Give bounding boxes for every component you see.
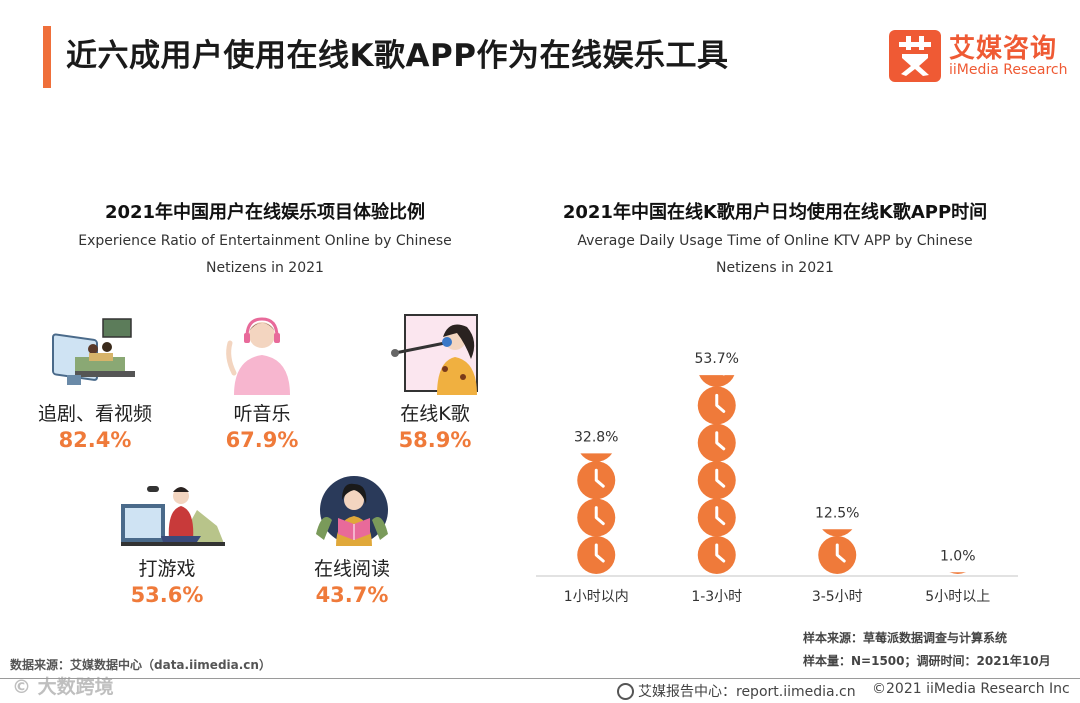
item-karaoke: 在线K歌 58.9% (370, 313, 500, 452)
headphones-person-icon (212, 313, 312, 395)
left-panel-title: 2021年中国用户在线娱乐项目体验比例 (104, 202, 426, 223)
gamer-icon (117, 470, 225, 550)
left-panel-subtitle-2: Netizens in 2021 (206, 260, 324, 276)
chart-bar-0 (577, 453, 616, 574)
logo-text-cn: 艾媒咨询 (949, 34, 1058, 64)
item-label: 在线K歌 (400, 403, 470, 425)
chart-bar-2 (818, 529, 857, 574)
item-label: 追剧、看视频 (37, 403, 152, 425)
logo-mark-icon (889, 30, 941, 82)
clock-icon (818, 536, 857, 574)
footer-copyright: ©2021 iiMedia Research Inc (872, 681, 1070, 697)
category-label-2: 3-5小时 (812, 589, 863, 605)
clock-icon (577, 498, 616, 537)
item-percent: 53.6% (130, 583, 204, 607)
item-percent: 58.9% (398, 428, 472, 452)
item-percent: 43.7% (315, 583, 389, 607)
data-source: 数据来源：艾媒数据中心（data.iimedia.cn） (10, 658, 271, 672)
left-panel-subtitle-1: Experience Ratio of Entertainment Online… (78, 233, 452, 249)
tv-watching-icon (45, 313, 145, 395)
page-title: 近六成用户使用在线K歌APP作为在线娱乐工具 (66, 38, 729, 74)
item-gaming: 打游戏 53.6% (102, 470, 232, 607)
item-percent: 67.9% (225, 428, 299, 452)
clock-icon (697, 498, 736, 537)
data-label-1: 53.7% (695, 351, 739, 367)
watermark: © 大数跨境 (12, 676, 114, 698)
item-percent: 82.4% (58, 428, 132, 452)
item-reading: 在线阅读 43.7% (287, 470, 417, 607)
item-music: 听音乐 67.9% (197, 313, 327, 452)
clock-icon (697, 423, 736, 462)
footer-report-center: 艾媒报告中心：report.iimedia.cn (638, 684, 856, 700)
iimedia-logo: 艾媒咨询 iiMedia Research (889, 30, 1068, 84)
clock-icon (949, 572, 966, 574)
item-label: 听音乐 (233, 403, 291, 425)
data-label-3: 1.0% (940, 548, 976, 564)
right-panel-subtitle-1: Average Daily Usage Time of Online KTV A… (577, 233, 973, 249)
sample-source-note: 样本来源：草莓派数据调查与计算系统 (803, 631, 1008, 645)
globe-icon (617, 683, 634, 700)
item-video: 追剧、看视频 82.4% (30, 313, 160, 452)
clock-icon (697, 461, 736, 500)
clock-icon (697, 386, 736, 425)
item-label: 在线阅读 (313, 558, 390, 580)
category-label-1: 1-3小时 (691, 589, 742, 605)
data-label-0: 32.8% (574, 429, 618, 445)
item-label: 打游戏 (138, 558, 196, 580)
category-label-3: 5小时以上 (925, 589, 990, 605)
chart-bar-1 (697, 375, 736, 574)
usage-time-chart: 32.8% 1小时以内 53.7% 1-3小时 12.5% 3-5小时 1.0% 5小时以上 (536, 351, 1018, 605)
clock-icon (580, 453, 613, 462)
right-panel-title: 2021年中国在线K歌用户日均使用在线K歌APP时间 (562, 202, 988, 223)
clock-icon (699, 375, 735, 387)
sample-size-note: 样本量：N=1500；调研时间：2021年10月 (803, 654, 1051, 668)
clock-icon (577, 461, 616, 500)
category-label-0: 1小时以内 (564, 589, 629, 605)
logo-text-en: iiMedia Research (949, 62, 1068, 78)
footer-divider (0, 678, 1080, 679)
clock-icon (577, 536, 616, 574)
title-accent-bar (43, 26, 51, 88)
microphone-singer-icon (385, 313, 485, 395)
reading-icon (302, 470, 402, 550)
data-label-2: 12.5% (815, 505, 859, 521)
chart-bar-3 (949, 572, 966, 574)
right-panel-subtitle-2: Netizens in 2021 (716, 260, 834, 276)
clock-icon (822, 529, 853, 537)
clock-icon (697, 536, 736, 574)
